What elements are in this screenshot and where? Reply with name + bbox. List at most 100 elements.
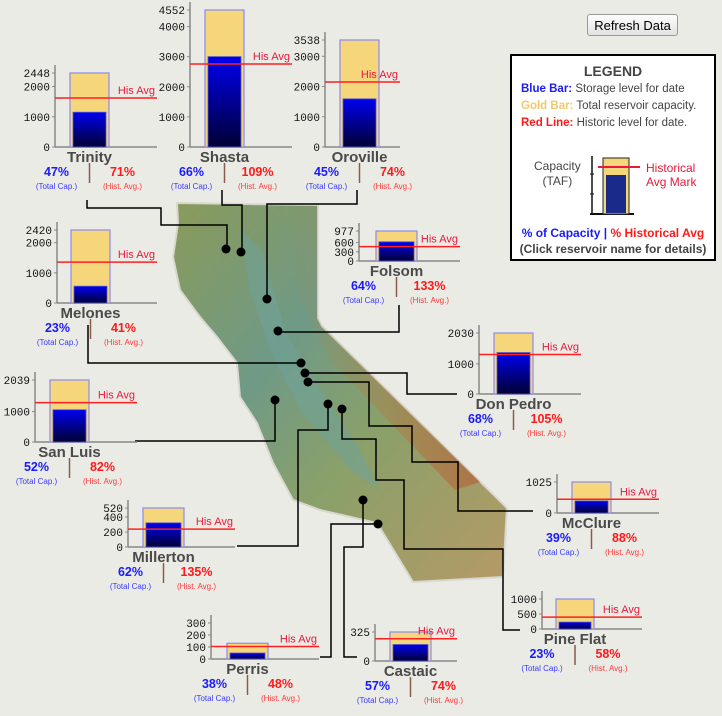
reservoir-name-perris[interactable]: Perris	[226, 661, 269, 678]
y-tick-label: 3000	[159, 53, 185, 65]
legend-gold-row: Gold Bar: Total reservoir capacity.	[521, 100, 696, 112]
storage-bar	[574, 500, 609, 514]
connector-line	[266, 190, 358, 299]
pct-historical: 71%	[109, 165, 136, 179]
connector-line	[87, 325, 301, 364]
hist-avg-caption: (Hist. Avg.)	[103, 182, 142, 191]
his-avg-label: His Avg	[418, 626, 455, 638]
connector-line	[135, 400, 276, 442]
reservoir-name-melones[interactable]: Melones	[60, 305, 121, 322]
y-tick-label: 1000	[294, 113, 320, 125]
y-tick-label: 2000	[294, 83, 320, 95]
total-cap-caption: (Total Cap.)	[109, 582, 152, 591]
his-avg-label: His Avg	[98, 390, 135, 402]
y-tick-label: 0	[23, 438, 30, 450]
connector-line	[341, 409, 520, 631]
chart-pine-flat: 0 500 1000 His Avg	[511, 591, 642, 665]
y-tick-label: 100	[186, 643, 206, 655]
legend-click-note: (Click reservoir name for details)	[519, 242, 707, 256]
total-cap-caption: (Total Cap.)	[193, 694, 236, 703]
reservoir-name-folsom[interactable]: Folsom	[369, 263, 424, 280]
his-avg-label: His Avg	[280, 634, 317, 646]
legend-sample-bar-icon	[590, 156, 640, 215]
y-tick-label: 300	[186, 619, 206, 631]
y-tick-label: 2000	[26, 239, 52, 251]
y-tick-label: 3538	[294, 36, 320, 48]
chart-oroville: 0 1000 2000 3000 3538 His Avg	[294, 32, 400, 183]
y-tick-label: 200	[103, 528, 123, 540]
legend-blue-row: Blue Bar: Storage level for date	[521, 83, 685, 95]
hist-avg-caption: (Hist. Avg.)	[177, 582, 216, 591]
y-tick-label: 325	[350, 628, 370, 640]
reservoir-name-shasta[interactable]: Shasta	[199, 149, 250, 166]
y-tick-label: 4000	[159, 23, 185, 35]
storage-bar	[229, 652, 266, 660]
total-cap-caption: (Total Cap.)	[459, 429, 502, 438]
refresh-data-button[interactable]: Refresh Data	[587, 14, 678, 36]
connector-line	[237, 404, 329, 547]
total-cap-caption: (Total Cap.)	[170, 182, 213, 191]
hist-avg-caption: (Hist. Avg.)	[238, 182, 277, 191]
pct-capacity: 38%	[201, 677, 228, 691]
legend-blue-key: Blue Bar:	[521, 83, 573, 95]
total-cap-caption: (Total Cap.)	[36, 338, 79, 347]
reservoir-name-oroville[interactable]: Oroville	[331, 149, 388, 166]
legend-gold-text: Total reservoir capacity.	[576, 100, 697, 112]
hist-avg-caption: (Hist. Avg.)	[261, 694, 300, 703]
legend-capacity-line1: Capacity	[534, 159, 581, 173]
chart-don-pedro: 0 1000 2030 His Avg	[448, 325, 581, 430]
legend-capacity-line2: (TAF)	[542, 174, 573, 188]
y-tick-label: 0	[347, 257, 354, 269]
pct-historical: 133%	[413, 279, 446, 293]
total-cap-caption: (Total Cap.)	[356, 696, 399, 705]
reservoir-name-san-luis[interactable]: San Luis	[38, 444, 101, 461]
hist-avg-caption: (Hist. Avg.)	[424, 696, 463, 705]
y-tick-label: 500	[517, 610, 537, 622]
y-tick-label: 977	[334, 227, 354, 239]
total-cap-caption: (Total Cap.)	[15, 477, 58, 486]
chart-san-luis: 0 1000 2039 His Avg	[4, 372, 137, 478]
reservoir-name-don-pedro[interactable]: Don Pedro	[475, 396, 552, 413]
y-tick-label: 2030	[448, 329, 474, 341]
his-avg-label: His Avg	[361, 69, 398, 81]
legend-percent-key: % of Capacity | % Historical Avg	[512, 226, 714, 240]
reservoir-name-mcclure[interactable]: McClure	[561, 515, 622, 532]
y-tick-label: 0	[199, 655, 206, 667]
y-tick-label: 1000	[24, 113, 50, 125]
reservoir-name-castaic[interactable]: Castaic	[383, 663, 438, 680]
storage-bar	[73, 285, 108, 304]
y-tick-label: 0	[467, 390, 474, 402]
y-tick-label: 2000	[159, 83, 185, 95]
total-cap-caption: (Total Cap.)	[35, 182, 78, 191]
his-avg-label: His Avg	[253, 51, 290, 63]
storage-bar	[496, 352, 531, 395]
y-tick-label: 1000	[448, 360, 474, 372]
reservoir-location-dot	[358, 495, 368, 505]
y-tick-label: 1000	[511, 595, 537, 607]
pct-historical: 105%	[530, 412, 563, 426]
chart-castaic: 0 325 His Avg	[350, 624, 457, 697]
reservoir-location-dot	[337, 404, 347, 414]
legend-separator: |	[603, 226, 608, 240]
y-tick-label: 0	[313, 143, 320, 155]
y-tick-label: 1000	[159, 113, 185, 125]
his-avg-label: His Avg	[196, 516, 233, 528]
total-cap-caption: (Total Cap.)	[537, 548, 580, 557]
connector-lines	[86, 190, 533, 658]
reservoir-name-pine-flat[interactable]: Pine Flat	[543, 631, 607, 648]
hist-avg-caption: (Hist. Avg.)	[588, 664, 628, 673]
pct-capacity: 57%	[364, 679, 391, 693]
y-tick-label: 0	[116, 543, 123, 555]
reservoir-name-trinity[interactable]: Trinity	[66, 149, 113, 166]
reservoir-name-millerton[interactable]: Millerton	[132, 549, 195, 566]
y-tick-label: 0	[530, 625, 537, 637]
his-avg-label: His Avg	[118, 85, 155, 97]
legend-historical-label: Historical Avg Mark	[646, 161, 696, 189]
storage-bar	[378, 241, 415, 262]
y-tick-label: 0	[43, 143, 50, 155]
reservoir-location-dot	[221, 244, 231, 254]
y-tick-label: 520	[103, 504, 123, 516]
y-tick-label: 600	[334, 239, 354, 251]
